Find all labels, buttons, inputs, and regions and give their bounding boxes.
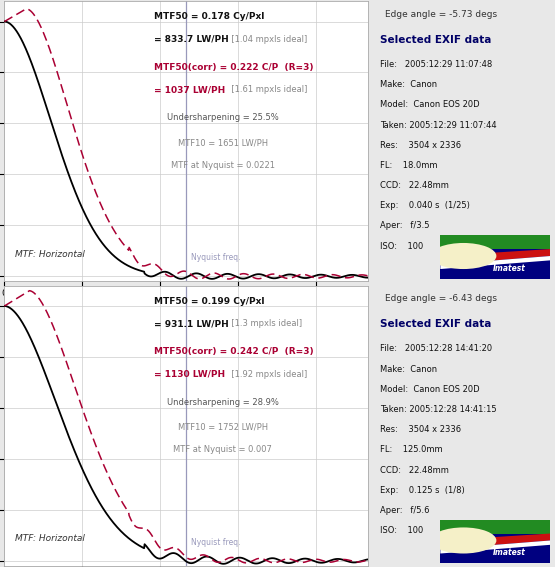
Text: Taken: 2005:12:28 14:41:15: Taken: 2005:12:28 14:41:15 <box>380 405 497 414</box>
Text: MTF10 = 1752 LW/PH: MTF10 = 1752 LW/PH <box>178 423 268 432</box>
Text: [1.3 mpxls ideal]: [1.3 mpxls ideal] <box>226 319 302 328</box>
Text: Exp:    0.040 s  (1/25): Exp: 0.040 s (1/25) <box>380 201 470 210</box>
Text: Edge angle = -6.43 degs: Edge angle = -6.43 degs <box>385 294 497 303</box>
Text: MTF50 = 0.199 Cy/Pxl: MTF50 = 0.199 Cy/Pxl <box>154 297 264 306</box>
Text: File:   2005:12:29 11:07:48: File: 2005:12:29 11:07:48 <box>380 60 492 69</box>
Text: = 1037 LW/PH: = 1037 LW/PH <box>154 85 225 94</box>
X-axis label: Line widths per picture height (LW/PH): Line widths per picture height (LW/PH) <box>92 299 280 310</box>
Text: MTF at Nyquist = 0.007: MTF at Nyquist = 0.007 <box>173 445 272 454</box>
Text: = 833.7 LW/PH: = 833.7 LW/PH <box>154 35 228 44</box>
Text: Nyquist freq.: Nyquist freq. <box>190 253 240 263</box>
Text: File:   2005:12:28 14:41:20: File: 2005:12:28 14:41:20 <box>380 345 492 353</box>
Text: MTF50(corr) = 0.242 C/P  (R=3): MTF50(corr) = 0.242 C/P (R=3) <box>154 347 313 356</box>
Text: Undersharpening = 28.9%: Undersharpening = 28.9% <box>166 397 279 407</box>
Text: Aper:   f/5.6: Aper: f/5.6 <box>380 506 430 515</box>
Text: MTF50 = 0.178 Cy/Pxl: MTF50 = 0.178 Cy/Pxl <box>154 12 264 22</box>
Text: Make:  Canon: Make: Canon <box>380 365 437 374</box>
Text: Undersharpening = 25.5%: Undersharpening = 25.5% <box>166 113 279 122</box>
Text: Res:    3504 x 2336: Res: 3504 x 2336 <box>380 425 461 434</box>
Text: MTF: Horizontal: MTF: Horizontal <box>16 535 85 543</box>
Text: = 931.1 LW/PH: = 931.1 LW/PH <box>154 319 228 328</box>
Text: Nyquist freq.: Nyquist freq. <box>190 538 240 547</box>
Text: Make:  Canon: Make: Canon <box>380 80 437 89</box>
Text: Model:  Canon EOS 20D: Model: Canon EOS 20D <box>380 100 480 109</box>
Text: = 1130 LW/PH: = 1130 LW/PH <box>154 370 225 379</box>
Text: Selected EXIF data: Selected EXIF data <box>380 35 491 45</box>
Text: FL:    125.0mm: FL: 125.0mm <box>380 445 442 454</box>
Text: [1.04 mpxls ideal]: [1.04 mpxls ideal] <box>226 35 307 44</box>
Text: [1.61 mpxls ideal]: [1.61 mpxls ideal] <box>226 85 307 94</box>
Text: CCD:   22.48mm: CCD: 22.48mm <box>380 466 449 475</box>
Text: Model:  Canon EOS 20D: Model: Canon EOS 20D <box>380 385 480 394</box>
Text: Selected EXIF data: Selected EXIF data <box>380 319 491 329</box>
Text: CCD:   22.48mm: CCD: 22.48mm <box>380 181 449 190</box>
Text: ISO:    100: ISO: 100 <box>380 526 423 535</box>
Text: ISO:    100: ISO: 100 <box>380 242 423 251</box>
Text: Aper:   f/3.5: Aper: f/3.5 <box>380 222 430 230</box>
Text: [1.92 mpxls ideal]: [1.92 mpxls ideal] <box>226 370 307 379</box>
Text: MTF50(corr) = 0.222 C/P  (R=3): MTF50(corr) = 0.222 C/P (R=3) <box>154 63 313 72</box>
Text: Res:    3504 x 2336: Res: 3504 x 2336 <box>380 141 461 150</box>
Text: Edge angle = -5.73 degs: Edge angle = -5.73 degs <box>385 10 497 19</box>
Text: MTF at Nyquist = 0.0221: MTF at Nyquist = 0.0221 <box>170 161 275 170</box>
Text: MTF10 = 1651 LW/PH: MTF10 = 1651 LW/PH <box>178 138 268 147</box>
Text: Exp:    0.125 s  (1/8): Exp: 0.125 s (1/8) <box>380 486 465 495</box>
Text: FL:    18.0mm: FL: 18.0mm <box>380 161 437 170</box>
Text: Taken: 2005:12:29 11:07:44: Taken: 2005:12:29 11:07:44 <box>380 121 497 129</box>
Text: MTF: Horizontal: MTF: Horizontal <box>16 250 85 259</box>
